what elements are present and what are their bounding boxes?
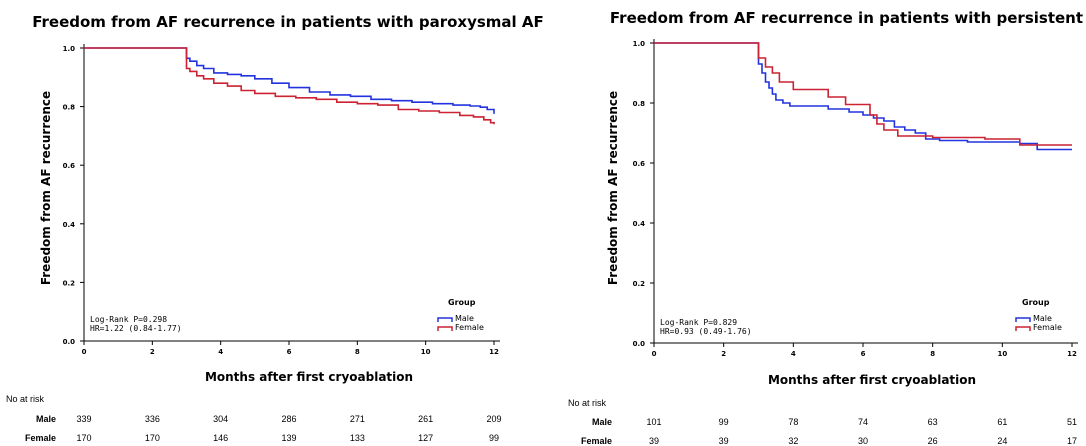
x-tick-label: 8 bbox=[930, 350, 935, 358]
risk-value: 127 bbox=[418, 433, 433, 443]
risk-value: 170 bbox=[145, 433, 160, 443]
risk-value: 304 bbox=[213, 414, 228, 424]
risk-value: 51 bbox=[1067, 417, 1077, 427]
x-tick-label: 2 bbox=[150, 348, 155, 356]
risk-value: 32 bbox=[788, 436, 798, 446]
risk-value: 26 bbox=[928, 436, 938, 446]
risk-value: 271 bbox=[350, 414, 365, 424]
x-tick-label: 4 bbox=[218, 348, 223, 356]
y-tick-label: 0.6 bbox=[633, 160, 646, 168]
y-tick-label: 0.4 bbox=[633, 220, 646, 228]
risk-table-header: No at risk bbox=[568, 398, 607, 408]
risk-value: 133 bbox=[350, 433, 365, 443]
risk-value: 63 bbox=[928, 417, 938, 427]
logrank-text: Log-Rank P=0.829 bbox=[660, 318, 737, 327]
risk-value: 24 bbox=[997, 436, 1007, 446]
risk-value: 78 bbox=[788, 417, 798, 427]
y-tick-label: 0.6 bbox=[63, 162, 76, 170]
risk-value: 30 bbox=[858, 436, 868, 446]
legend-swatch-male bbox=[1015, 317, 1031, 322]
risk-value: 61 bbox=[997, 417, 1007, 427]
y-axis-title: Freedom from AF recurrence bbox=[39, 91, 53, 285]
risk-value: 336 bbox=[145, 414, 160, 424]
y-tick-label: 0.8 bbox=[633, 100, 646, 108]
chart-title: Freedom from AF recurrence in patients w… bbox=[610, 9, 1086, 27]
risk-row-label-female: Female bbox=[25, 433, 56, 443]
y-tick-label: 0.0 bbox=[63, 338, 76, 346]
legend-label-male: Male bbox=[455, 314, 474, 323]
x-tick-label: 4 bbox=[791, 350, 796, 358]
x-tick-label: 10 bbox=[421, 348, 431, 356]
y-tick-label: 0.2 bbox=[63, 279, 76, 287]
risk-value: 261 bbox=[418, 414, 433, 424]
km-curve-female bbox=[84, 47, 495, 125]
risk-row-label-male: Male bbox=[36, 414, 56, 424]
km-curve-female bbox=[654, 42, 1072, 146]
y-tick-label: 1.0 bbox=[633, 40, 646, 48]
risk-row-label-male: Male bbox=[592, 417, 612, 427]
risk-table-persistent: No at risk Male Female 101 99 78 74 63 61 51 39… bbox=[568, 398, 1077, 446]
y-tick-label: 1.0 bbox=[63, 45, 76, 53]
risk-row-label-female: Female bbox=[581, 436, 612, 446]
x-tick-label: 12 bbox=[489, 348, 499, 356]
legend-swatch-female bbox=[437, 326, 453, 331]
legend-swatch-male bbox=[437, 317, 453, 322]
km-chart-persistent: Freedom from AF recurrence in patients w… bbox=[606, 9, 1086, 387]
risk-value: 170 bbox=[76, 433, 91, 443]
x-tick-label: 0 bbox=[652, 350, 657, 358]
x-tick-label: 2 bbox=[721, 350, 726, 358]
km-chart-paroxysmal: Freedom from AF recurrence in patients w… bbox=[32, 13, 544, 384]
x-tick-label: 10 bbox=[997, 350, 1007, 358]
hazard-ratio-text: HR=1.22 (0.84-1.77) bbox=[90, 324, 182, 333]
legend-title: Group bbox=[448, 298, 476, 307]
hazard-ratio-text: HR=0.93 (0.49-1.76) bbox=[660, 327, 752, 336]
risk-value: 99 bbox=[719, 417, 729, 427]
km-curve-male bbox=[654, 42, 1072, 151]
risk-table-paroxysmal: No at risk Male Female 339 336 304 286 271 26… bbox=[6, 394, 502, 443]
legend-title: Group bbox=[1022, 298, 1050, 307]
risk-value: 209 bbox=[486, 414, 501, 424]
y-tick-label: 0.4 bbox=[63, 221, 76, 229]
legend-label-male: Male bbox=[1033, 314, 1052, 323]
risk-value: 286 bbox=[281, 414, 296, 424]
risk-value: 339 bbox=[76, 414, 91, 424]
x-tick-label: 6 bbox=[861, 350, 866, 358]
legend-label-female: Female bbox=[455, 323, 484, 332]
x-tick-label: 8 bbox=[355, 348, 360, 356]
risk-value: 39 bbox=[719, 436, 729, 446]
y-tick-label: 0.8 bbox=[63, 104, 76, 112]
x-tick-label: 6 bbox=[287, 348, 292, 356]
km-curve-male bbox=[84, 47, 495, 114]
risk-value: 139 bbox=[281, 433, 296, 443]
y-axis-title: Freedom from AF recurrence bbox=[606, 91, 620, 285]
risk-value: 17 bbox=[1067, 436, 1077, 446]
legend-label-female: Female bbox=[1033, 323, 1062, 332]
logrank-text: Log-Rank P=0.298 bbox=[90, 315, 167, 324]
risk-value: 99 bbox=[489, 433, 499, 443]
y-tick-label: 0.0 bbox=[633, 340, 646, 348]
risk-value: 101 bbox=[646, 417, 661, 427]
risk-value: 74 bbox=[858, 417, 868, 427]
x-axis-title: Months after first cryoablation bbox=[768, 373, 976, 387]
risk-value: 146 bbox=[213, 433, 228, 443]
y-tick-label: 0.2 bbox=[633, 280, 646, 288]
x-tick-label: 12 bbox=[1067, 350, 1077, 358]
chart-title: Freedom from AF recurrence in patients w… bbox=[32, 13, 544, 31]
risk-value: 39 bbox=[649, 436, 659, 446]
risk-table-header: No at risk bbox=[6, 394, 45, 404]
legend-swatch-female bbox=[1015, 326, 1031, 331]
x-axis-title: Months after first cryoablation bbox=[205, 370, 413, 384]
x-tick-label: 0 bbox=[82, 348, 87, 356]
